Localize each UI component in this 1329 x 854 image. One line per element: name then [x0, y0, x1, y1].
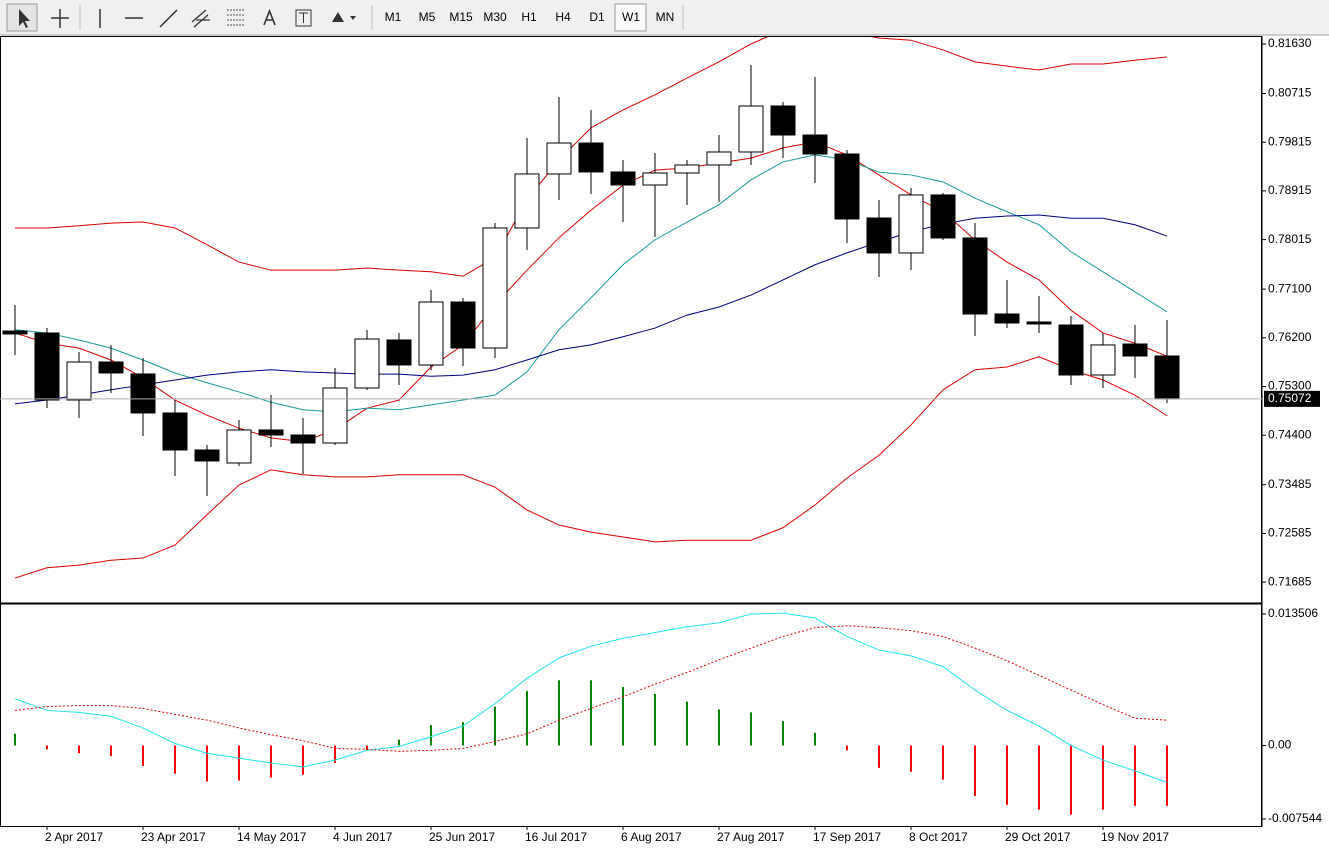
y-tick-label: 0.78015: [1268, 232, 1312, 246]
y-tick-label: 0.79815: [1268, 134, 1312, 148]
y-tick-label: 0.73485: [1268, 477, 1312, 491]
timeframe-group: M1 M5 M15 M30 H1 H4 D1 W1 MN: [385, 3, 675, 32]
candle-body: [802, 134, 828, 155]
timeframe-button[interactable]: M30: [483, 10, 507, 24]
x-tick-label: 19 Nov 2017: [1101, 830, 1169, 844]
y-tick-label: 0.71685: [1268, 574, 1312, 588]
candle-body: [66, 361, 92, 401]
x-tick-label: 16 Jul 2017: [525, 830, 587, 844]
label-tool[interactable]: [295, 9, 312, 27]
candle-body: [898, 194, 924, 254]
timeframe-button[interactable]: M15: [449, 10, 473, 24]
candle-body: [546, 142, 572, 175]
macd-panel: [14, 612, 1168, 815]
y-tick-label: 0.75300: [1268, 379, 1312, 393]
x-tick-label: 17 Sep 2017: [813, 830, 881, 844]
candle-body: [1026, 321, 1052, 325]
candle-body: [418, 301, 444, 366]
bid-price-label: 0.75072: [1268, 391, 1312, 405]
candle-body: [482, 227, 508, 349]
candle-body: [1122, 343, 1148, 357]
timeframe-button[interactable]: D1: [589, 10, 605, 24]
timeframe-button[interactable]: M5: [419, 10, 436, 24]
y-tick-label: 0.78915: [1268, 183, 1312, 197]
timeframe-button[interactable]: W1: [622, 10, 640, 24]
candle-body: [386, 339, 412, 366]
y-tick-label: 0.00: [1268, 738, 1292, 752]
x-tick-label: 6 Aug 2017: [621, 830, 682, 844]
candle-body: [1090, 344, 1116, 376]
crosshair-icon[interactable]: [51, 9, 69, 28]
trendline-tool[interactable]: [159, 9, 178, 28]
indicator-line: [14, 625, 1168, 752]
channel-tool[interactable]: [191, 9, 210, 28]
chart-frame: [0, 36, 1262, 827]
x-tick-label: 23 Apr 2017: [141, 830, 206, 844]
candle-body: [290, 434, 316, 444]
y-tick-label: 0.76200: [1268, 330, 1312, 344]
candle-body: [578, 142, 604, 173]
toolbar-background: [0, 0, 1329, 35]
x-tick-label: 29 Oct 2017: [1005, 830, 1071, 844]
x-tick-label: 27 Aug 2017: [717, 830, 785, 844]
y-tick-label: 0.72585: [1268, 526, 1312, 540]
timeframe-button[interactable]: M1: [385, 10, 402, 24]
candle-body: [226, 429, 252, 464]
indicator-line: [14, 612, 1168, 783]
candle-body: [610, 171, 636, 186]
x-tick-label: 25 Jun 2017: [429, 830, 495, 844]
toolbar: M1 M5 M15 M30 H1 H4 D1 W1 MN: [0, 0, 1329, 36]
candle-body: [258, 429, 284, 436]
candle-body: [674, 164, 700, 174]
candle-body: [738, 105, 764, 153]
candle-body: [2, 330, 28, 335]
candle-body: [514, 173, 540, 229]
indicator-line: [14, 356, 1168, 579]
timeframe-button[interactable]: H1: [521, 10, 537, 24]
candle-body: [930, 194, 956, 239]
x-tick-label: 4 Jun 2017: [333, 830, 393, 844]
candle-body: [130, 373, 156, 414]
candle-body: [34, 332, 60, 401]
candle-body: [1058, 324, 1084, 376]
y-tick-label: -0.007544: [1268, 811, 1322, 825]
candle-body: [322, 387, 348, 444]
y-tick-label: 0.80715: [1268, 86, 1312, 100]
candle-body: [354, 338, 380, 389]
candle-body: [162, 412, 188, 451]
x-tick-label: 14 May 2017: [237, 830, 307, 844]
candle-body: [642, 172, 668, 186]
cursor-icon: [19, 9, 30, 28]
candle-body: [962, 237, 988, 315]
candle-body: [994, 313, 1020, 324]
text-tool[interactable]: [263, 8, 276, 26]
x-tick-label: 8 Oct 2017: [909, 830, 968, 844]
candle-body: [866, 217, 892, 254]
arrows-tool[interactable]: [332, 12, 356, 22]
axes: 0.81630 0.80715 0.79815 0.78915 0.78015 0.771…: [45, 36, 1322, 844]
candle-body: [706, 151, 732, 166]
candle-body: [194, 449, 220, 462]
timeframe-active: [614, 3, 647, 32]
y-tick-label: 0.77100: [1268, 281, 1312, 295]
y-tick-label: 0.81630: [1268, 36, 1312, 50]
fibonacci-tool[interactable]: [227, 9, 245, 26]
candle-body: [1154, 355, 1180, 400]
candle-body: [834, 153, 860, 220]
candle-body: [98, 361, 124, 374]
y-tick-label: 0.74400: [1268, 427, 1312, 441]
bid-price-box: [1264, 390, 1320, 407]
timeframe-button[interactable]: MN: [656, 10, 675, 24]
price-panel: [0, 37, 1262, 579]
candle-body: [450, 301, 476, 349]
indicator-line: [14, 154, 1168, 413]
x-tick-label: 2 Apr 2017: [45, 830, 103, 844]
y-tick-label: 0.013506: [1268, 606, 1318, 620]
indicator-line: [14, 214, 1168, 405]
timeframe-button[interactable]: H4: [555, 10, 571, 24]
candle-body: [770, 105, 796, 136]
